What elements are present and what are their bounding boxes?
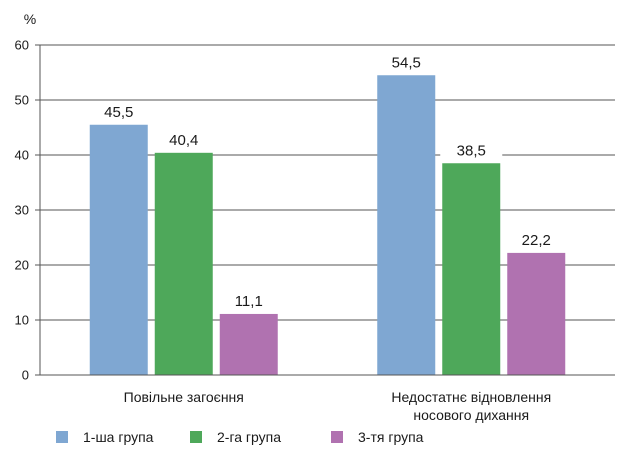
data-label: 45,5 [104,104,133,121]
data-label-background [87,100,150,122]
bar [89,124,148,375]
y-tick-label: 40 [15,148,29,163]
legend: 1-ша група 2-га група 3-тя група [56,429,424,445]
y-tick-label: 0 [22,368,29,383]
data-label-background [152,128,215,150]
legend-swatch [56,431,68,443]
data-labels: 45,5 40,4 11,1 54,5 38,5 22,2 [87,51,568,311]
y-axis: 0 10 20 30 40 50 60 [15,38,41,383]
data-label-background [440,139,503,161]
legend-swatch [331,431,343,443]
y-tick-label: 30 [15,203,29,218]
bar [219,313,278,375]
y-tick-label: 60 [15,38,29,53]
data-label: 54,5 [392,54,421,71]
y-tick-label: 50 [15,93,29,108]
x-category-label: Повільне загоєння [124,389,244,405]
legend-label: 2-га група [217,429,281,445]
data-label: 38,5 [457,142,486,159]
bars [89,75,566,375]
y-tick-label: 10 [15,313,29,328]
y-unit-label: % [24,11,36,27]
legend-label: 1-ша група [83,429,154,445]
bar [154,152,213,375]
data-label-background [505,228,568,250]
data-label: 22,2 [522,232,551,249]
data-label-background [375,51,438,73]
data-label: 40,4 [169,132,198,149]
legend-label: 3-тя група [358,429,424,445]
legend-swatch [190,431,202,443]
bar [442,163,501,375]
y-tick-label: 20 [15,258,29,273]
data-label-background [217,289,280,311]
x-category-label: носового дихання [413,407,529,423]
bar [377,75,436,375]
data-label: 11,1 [235,293,263,310]
x-category-label: Недостатнє відновлення [391,389,551,405]
bar [507,252,566,375]
x-axis: Повільне загоєння Недостатнє відновлення н… [40,374,615,423]
